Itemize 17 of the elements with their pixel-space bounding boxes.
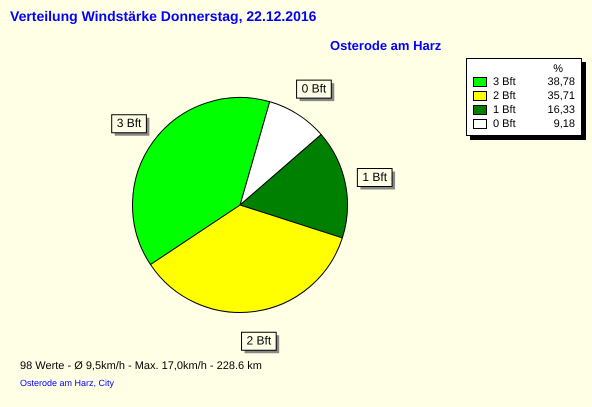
legend-label: 3 Bft	[493, 76, 517, 88]
text: 98 Werte - Ø 9,5km/h - Max. 17,0km/h - 228.6 km	[20, 360, 262, 372]
chart-title: Verteilung Windstärke Donnerstag, 22.12.2016	[10, 8, 316, 24]
legend-label: 0 Bft	[493, 118, 517, 130]
slice-label: 1 Bft	[362, 170, 388, 184]
data-label: 38,78	[546, 76, 575, 88]
data-label: 16,33	[546, 104, 575, 116]
legend-label: 2 Bft	[493, 90, 517, 102]
slice-label: 3 Bft	[116, 116, 142, 130]
legend-title: %	[552, 63, 564, 75]
slice-label: 2 Bft	[246, 334, 272, 348]
legend-label: 1 Bft	[493, 104, 517, 116]
slice-label: 0 Bft	[302, 81, 327, 96]
chart-subtitle: Osterode am Harz	[330, 38, 442, 53]
data-label: 9,18	[552, 118, 575, 130]
data-label: 35,71	[546, 90, 575, 102]
text: Osterode am Harz, City	[20, 378, 114, 388]
